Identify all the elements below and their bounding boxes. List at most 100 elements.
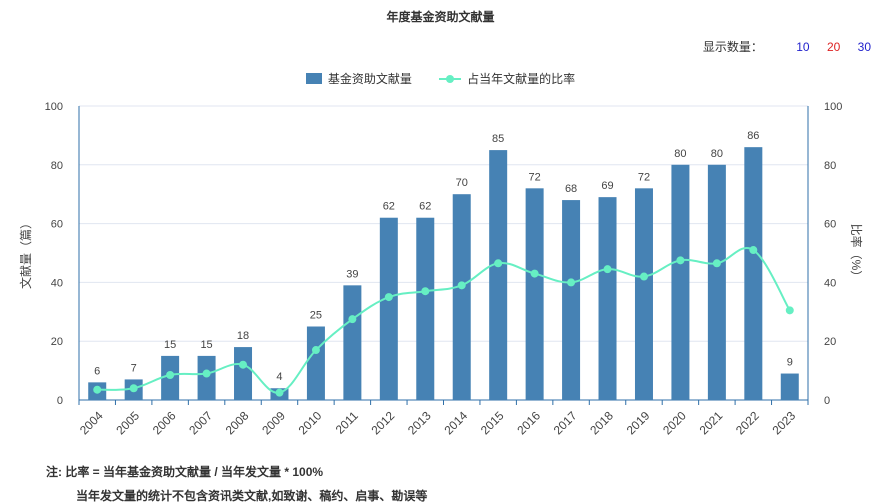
legend-item-line[interactable]: 占当年文献量的比率 <box>439 70 575 87</box>
ratio-point <box>129 384 138 393</box>
bar <box>598 197 617 400</box>
note-exclusion: 当年发文量的统计不包含资讯类文献,如致谢、稿约、启事、勘误等 <box>76 489 428 503</box>
bar <box>197 355 216 400</box>
x-tick-label: 2006 <box>150 408 179 437</box>
ratio-point <box>567 278 576 287</box>
ratio-point <box>202 369 211 378</box>
ratio-point <box>676 256 685 265</box>
bar <box>234 347 253 400</box>
legend-swatch-line <box>439 73 462 84</box>
y-right-axis-title: 比率（%） <box>849 224 864 283</box>
y-right-tick-label: 40 <box>824 277 836 289</box>
ratio-point <box>384 293 393 302</box>
ratio-point <box>311 346 320 355</box>
x-tick-label: 2004 <box>77 408 106 437</box>
bar-value-label: 39 <box>346 268 358 280</box>
x-tick-label: 2014 <box>441 408 470 437</box>
bar-value-label: 85 <box>492 133 504 145</box>
bar <box>379 217 398 400</box>
ratio-point <box>421 287 430 296</box>
x-tick-label: 2020 <box>660 408 689 437</box>
bar <box>489 150 508 400</box>
x-tick-label: 2005 <box>113 408 142 437</box>
bar <box>343 285 362 400</box>
ratio-point <box>494 259 503 268</box>
x-tick-label: 2019 <box>624 408 653 437</box>
chart-title: 年度基金资助文献量 <box>386 10 495 24</box>
bar-value-label: 86 <box>747 130 759 142</box>
ratio-point <box>275 388 284 397</box>
y-left-tick-label: 0 <box>57 395 63 407</box>
bar-value-label: 4 <box>276 371 282 383</box>
bar <box>525 188 544 400</box>
y-left-axis-title: 文献量（篇） <box>18 217 33 289</box>
count-option-30[interactable]: 30 <box>857 40 871 54</box>
note-ratio: 注: 比率 = 当年基金资助文献量 / 当年发文量 * 100% <box>46 465 324 479</box>
bar-value-label: 80 <box>674 148 686 160</box>
bar-value-label: 6 <box>94 365 100 377</box>
x-tick-label: 2018 <box>587 408 616 437</box>
x-tick-label: 2011 <box>333 408 361 436</box>
count-option-10[interactable]: 10 <box>796 40 810 54</box>
x-tick-label: 2012 <box>369 408 398 437</box>
bar <box>744 147 763 400</box>
bar <box>416 217 435 400</box>
x-tick-label: 2022 <box>733 408 762 437</box>
y-left-tick-label: 20 <box>51 336 63 348</box>
display-count-selector: 显示数量： 10 20 30 <box>703 38 871 55</box>
ratio-point <box>639 272 648 281</box>
ratio-point <box>530 269 539 278</box>
x-tick-label: 2013 <box>405 408 434 437</box>
x-tick-label: 2007 <box>186 408 215 437</box>
ratio-point <box>749 246 758 255</box>
bar-value-label: 72 <box>529 171 541 183</box>
bar-value-label: 69 <box>601 180 613 192</box>
bar-value-label: 25 <box>310 310 322 322</box>
y-right-tick-label: 0 <box>824 395 830 407</box>
y-left-tick-label: 100 <box>45 101 63 113</box>
count-option-20[interactable]: 20 <box>826 40 841 54</box>
ratio-point <box>457 281 466 290</box>
y-right-tick-label: 20 <box>824 336 836 348</box>
bar <box>780 373 799 400</box>
x-tick-label: 2016 <box>514 408 543 437</box>
bar-value-label: 7 <box>131 362 137 374</box>
bar <box>562 200 581 400</box>
y-right-tick-label: 80 <box>824 160 836 172</box>
ratio-point <box>166 371 175 380</box>
ratio-point <box>603 265 612 274</box>
bar <box>452 194 471 400</box>
x-tick-label: 2015 <box>478 408 507 437</box>
y-left-tick-label: 60 <box>51 219 63 231</box>
x-tick-label: 2023 <box>769 408 798 437</box>
ratio-point <box>239 360 248 369</box>
x-tick-label: 2008 <box>223 408 252 437</box>
bar <box>306 326 325 400</box>
legend-item-bar[interactable]: 基金资助文献量 <box>305 70 412 87</box>
bar-value-label: 15 <box>164 339 176 351</box>
bar-value-label: 62 <box>383 201 395 213</box>
legend-label-bar: 基金资助文献量 <box>327 72 412 86</box>
legend-label-line: 占当年文献量的比率 <box>467 72 576 86</box>
ratio-point <box>785 306 794 315</box>
ratio-point <box>712 259 721 268</box>
ratio-point <box>348 315 357 324</box>
chart-legend: 基金资助文献量 占当年文献量的比率 <box>0 70 881 87</box>
legend-swatch-bar <box>305 73 322 84</box>
bar <box>634 188 653 400</box>
bar <box>671 164 690 400</box>
bar-value-label: 18 <box>237 330 249 342</box>
x-tick-label: 2017 <box>551 408 580 437</box>
x-tick-label: 2009 <box>259 408 288 437</box>
ratio-point <box>93 385 102 394</box>
bar-value-label: 15 <box>200 339 212 351</box>
bar-value-label: 80 <box>711 148 723 160</box>
bar <box>707 164 726 400</box>
display-count-label: 显示数量： <box>702 40 763 54</box>
bar-value-label: 72 <box>638 171 650 183</box>
bar-value-label: 62 <box>419 201 431 213</box>
y-left-tick-label: 40 <box>51 277 63 289</box>
bar-value-label: 9 <box>787 357 793 369</box>
y-left-tick-label: 80 <box>51 160 63 172</box>
